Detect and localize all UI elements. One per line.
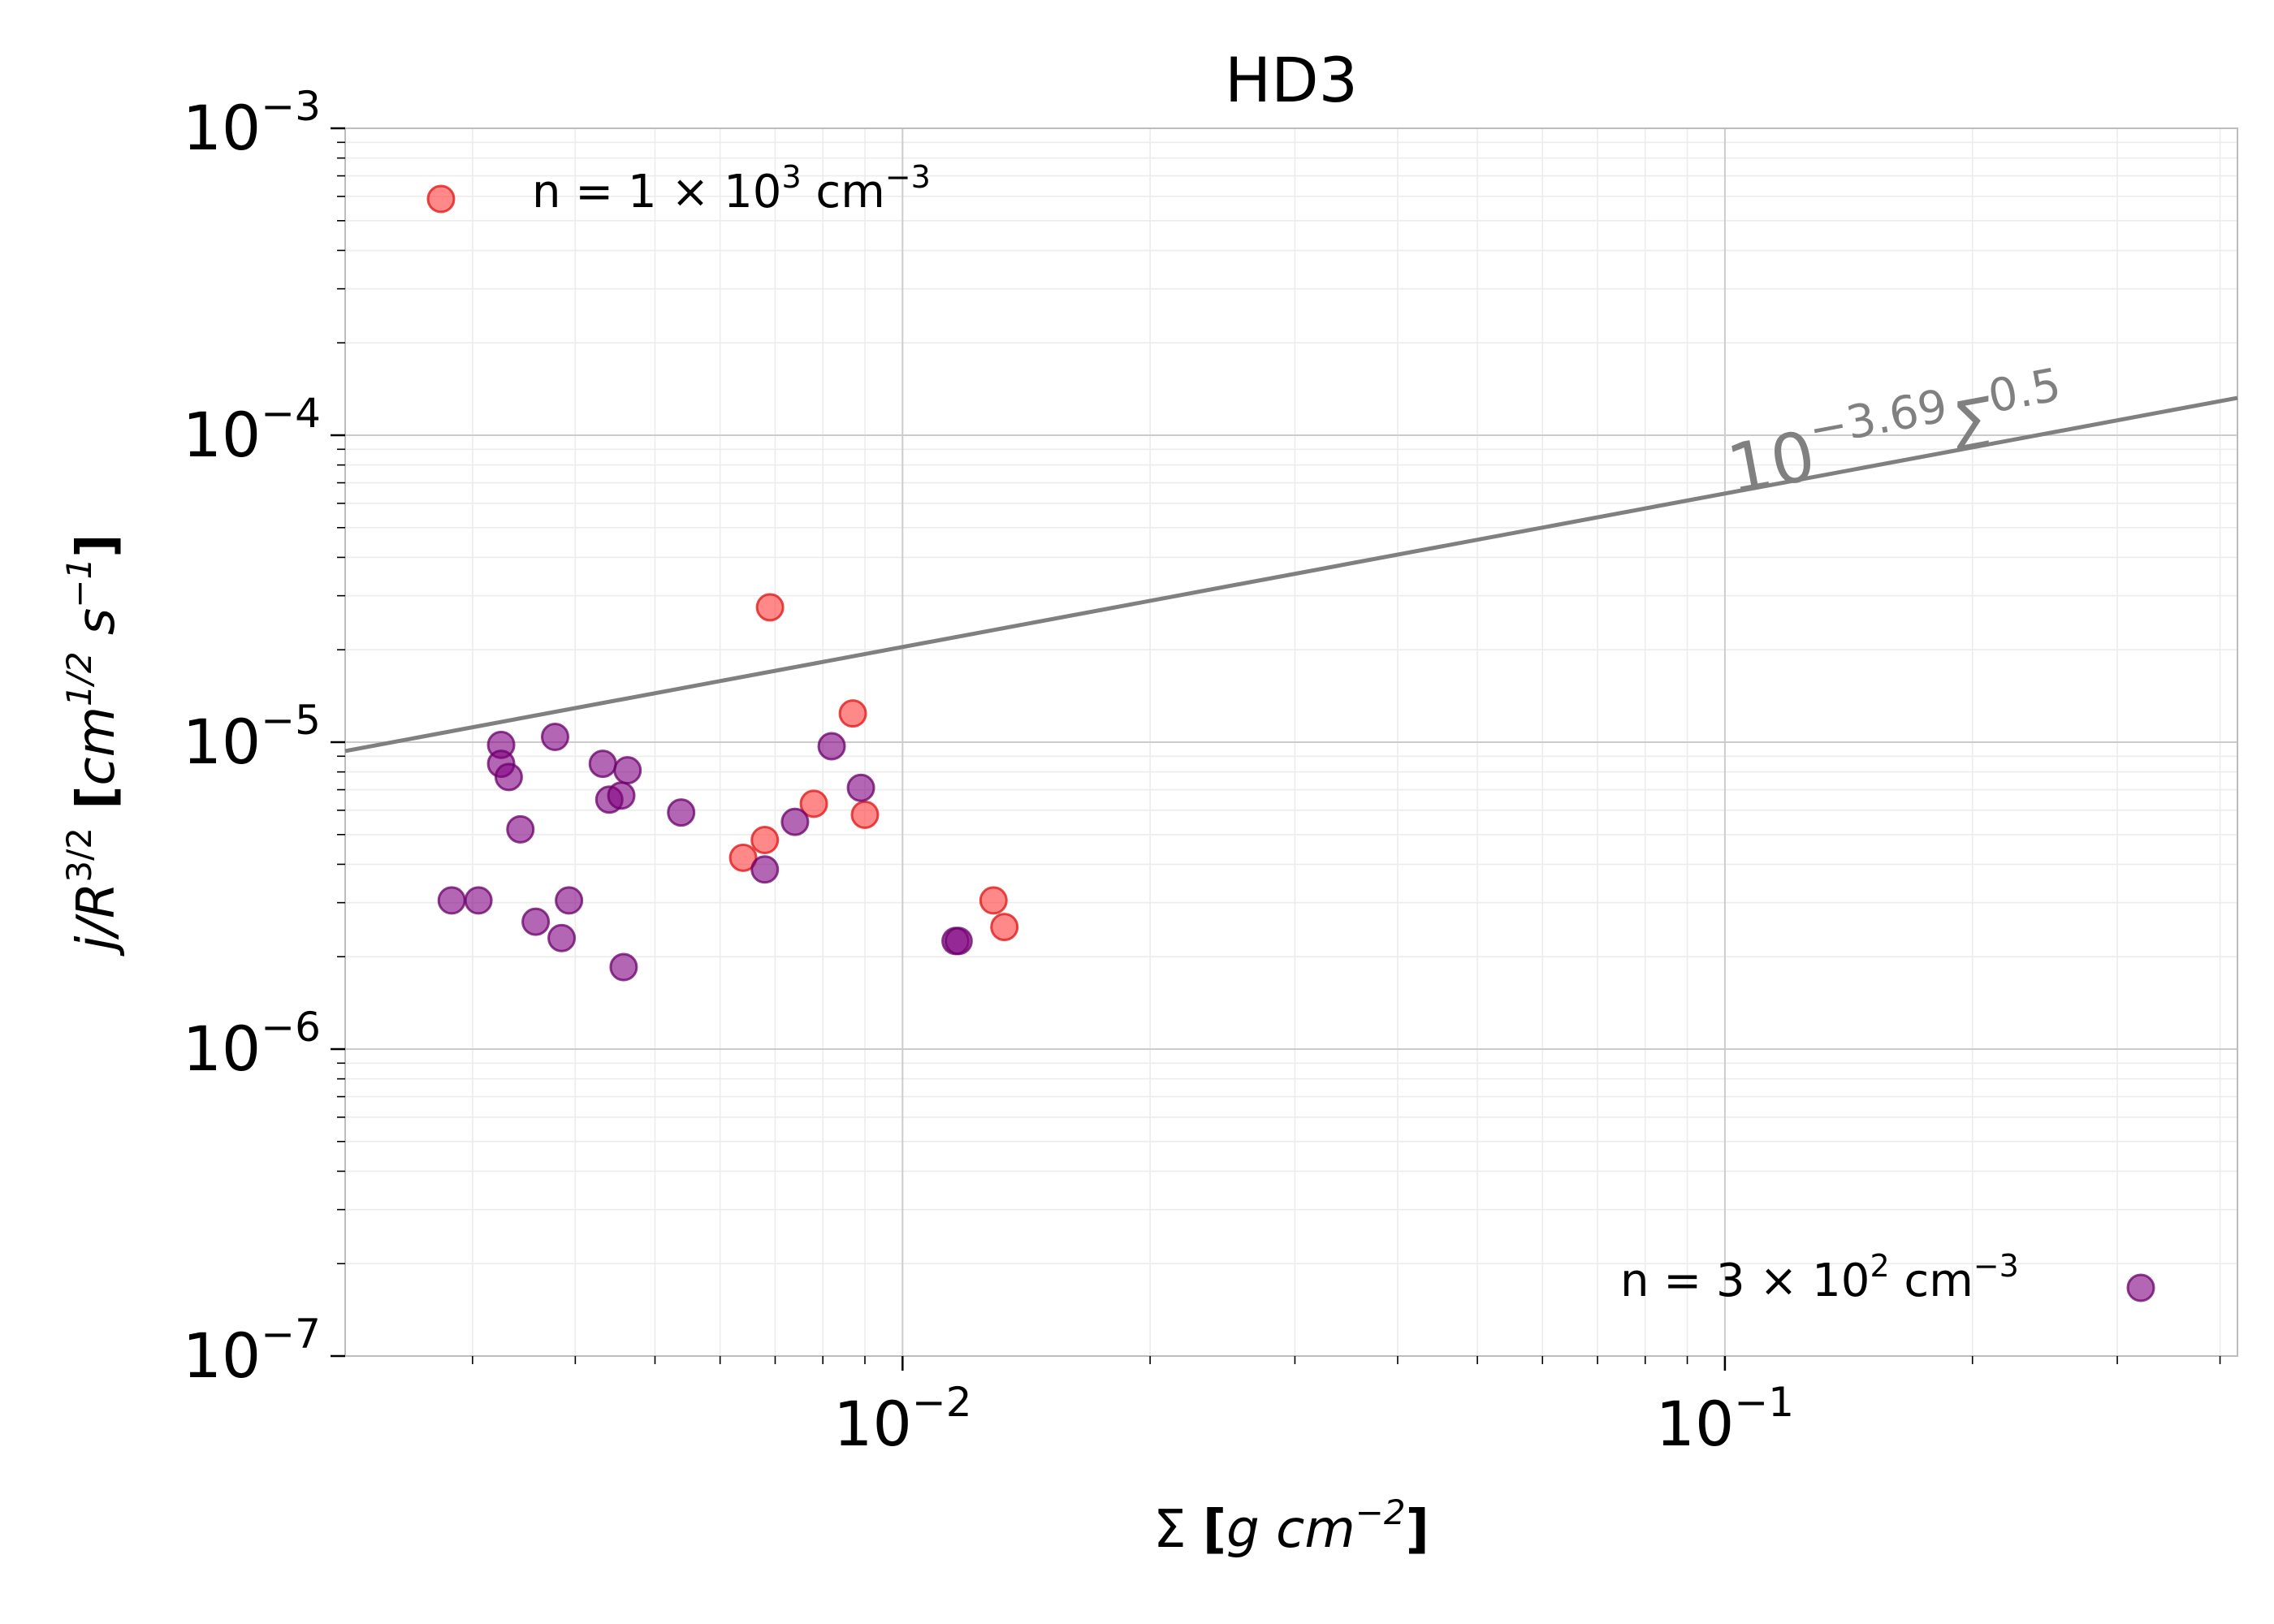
y-axis-label-exp: 3/2 bbox=[59, 827, 99, 883]
x-tick-label-exp: −1 bbox=[1734, 1379, 1794, 1426]
data-point-series-2 bbox=[521, 907, 551, 936]
data-point-series-2 bbox=[609, 952, 638, 982]
legend-label-series-2-unit: cm bbox=[1890, 1255, 1974, 1307]
y-tick-label-exp: −5 bbox=[261, 697, 321, 744]
data-point-series-2 bbox=[944, 926, 973, 956]
y-tick-label-exp: −3 bbox=[261, 83, 321, 130]
data-point-series-2 bbox=[846, 773, 875, 802]
y-tick-labels: 10−710−610−510−410−3 bbox=[183, 83, 321, 1392]
legend-label-series-1-prefix: n = 1 × 10 bbox=[532, 166, 781, 218]
data-point-series-1 bbox=[838, 699, 867, 728]
data-point-series-1 bbox=[979, 886, 1008, 915]
data-point-series-2 bbox=[547, 923, 577, 952]
grid-lines bbox=[345, 127, 2237, 1357]
y-axis-label-main: j/R bbox=[67, 883, 127, 957]
legend-label-series-1-unit: cm bbox=[802, 166, 885, 218]
x-tick-label: 10−2 bbox=[833, 1379, 971, 1460]
chart-title: HD3 bbox=[1225, 44, 1358, 116]
data-point-series-2 bbox=[494, 762, 523, 792]
legend-label-series-1-unit-exp: −3 bbox=[885, 159, 931, 195]
y-tick-label-base: 10 bbox=[183, 706, 262, 778]
y-axis-label-unit-exp: 1/2 bbox=[59, 651, 99, 706]
y-tick-label: 10−7 bbox=[183, 1311, 321, 1392]
x-tick-labels: 10−2 10−1 bbox=[833, 1379, 1794, 1460]
x-tick-label-exp: −2 bbox=[912, 1379, 972, 1426]
legend-label-series-2-exp: 2 bbox=[1870, 1248, 1889, 1284]
data-point-series-2 bbox=[750, 855, 780, 884]
y-tick-label-exp: −7 bbox=[261, 1311, 321, 1358]
legend-marker-series-1 bbox=[426, 184, 456, 214]
y-tick-label: 10−6 bbox=[183, 1004, 321, 1085]
y-axis-label-unit: cm bbox=[67, 706, 127, 786]
x-axis-label-bracket-open: [ bbox=[1203, 1500, 1226, 1560]
y-tick-label-base: 10 bbox=[183, 92, 262, 164]
data-point-series-2 bbox=[506, 814, 535, 844]
y-axis-label-unit2-exp: −1 bbox=[59, 558, 99, 608]
y-tick-label-exp: −4 bbox=[261, 390, 321, 437]
y-tick-label: 10−5 bbox=[183, 697, 321, 778]
data-point-series-2 bbox=[464, 886, 493, 915]
data-point-series-1 bbox=[799, 789, 828, 818]
x-axis-label-bracket-close: ] bbox=[1406, 1500, 1429, 1560]
fit-label-base: 10 bbox=[1722, 416, 1822, 510]
x-axis-label-exp: −2 bbox=[1355, 1492, 1406, 1532]
x-axis-label-main: Σ bbox=[1153, 1500, 1203, 1560]
data-point-series-2 bbox=[667, 798, 696, 827]
data-point-series-1 bbox=[850, 800, 880, 829]
data-point-series-2 bbox=[437, 886, 466, 915]
fit-label-exp2: 0.5 bbox=[1984, 359, 2064, 424]
legend-label-series-2: n = 3 × 102 cm−3 bbox=[1620, 1248, 2019, 1307]
y-tick-label: 10−3 bbox=[183, 83, 321, 164]
x-axis-label: Σ [g cm−2] bbox=[1153, 1492, 1429, 1560]
data-point-series-2 bbox=[588, 749, 617, 779]
y-axis-label-unit2: s bbox=[67, 608, 127, 652]
y-tick-label-base: 10 bbox=[183, 1320, 262, 1392]
y-tick-label-base: 10 bbox=[183, 399, 262, 471]
legend-label-series-2-unit-exp: −3 bbox=[1974, 1248, 2019, 1284]
legend-label-series-2-prefix: n = 3 × 10 bbox=[1620, 1255, 1870, 1307]
y-axis-label-bracket-open: [ bbox=[67, 786, 127, 828]
y-axis-label-bracket-close: ] bbox=[67, 534, 127, 558]
x-axis-label-unit: g cm bbox=[1226, 1500, 1355, 1560]
x-tick-label-base: 10 bbox=[833, 1388, 912, 1460]
data-point-series-1 bbox=[990, 913, 1019, 942]
legend-marker-series-2 bbox=[2126, 1273, 2155, 1302]
data-point-series-2 bbox=[607, 781, 636, 810]
fit-line bbox=[344, 395, 2238, 754]
data-point-series-2 bbox=[613, 756, 642, 785]
legend-label-series-1: n = 1 × 103 cm−3 bbox=[532, 159, 931, 218]
data-point-series-2 bbox=[540, 723, 569, 752]
y-tick-label-base: 10 bbox=[183, 1013, 262, 1085]
data-point-series-2 bbox=[817, 732, 846, 761]
data-points bbox=[437, 593, 1019, 982]
y-axis-label: j/R3/2 [cm1/2 s−1] bbox=[59, 534, 127, 957]
data-point-series-1 bbox=[728, 843, 758, 872]
axis-ticks bbox=[331, 127, 2221, 1371]
legend: n = 1 × 103 cm−3n = 3 × 102 cm−3 bbox=[426, 159, 2155, 1307]
legend-label-series-1-exp: 3 bbox=[781, 159, 801, 195]
data-point-series-1 bbox=[755, 593, 785, 622]
y-tick-label: 10−4 bbox=[183, 390, 321, 471]
y-tick-label-exp: −6 bbox=[261, 1004, 321, 1051]
x-tick-label-base: 10 bbox=[1656, 1388, 1735, 1460]
data-point-series-1 bbox=[750, 825, 780, 854]
x-tick-label: 10−1 bbox=[1656, 1379, 1794, 1460]
data-point-series-2 bbox=[780, 807, 810, 836]
data-point-series-2 bbox=[555, 886, 584, 915]
